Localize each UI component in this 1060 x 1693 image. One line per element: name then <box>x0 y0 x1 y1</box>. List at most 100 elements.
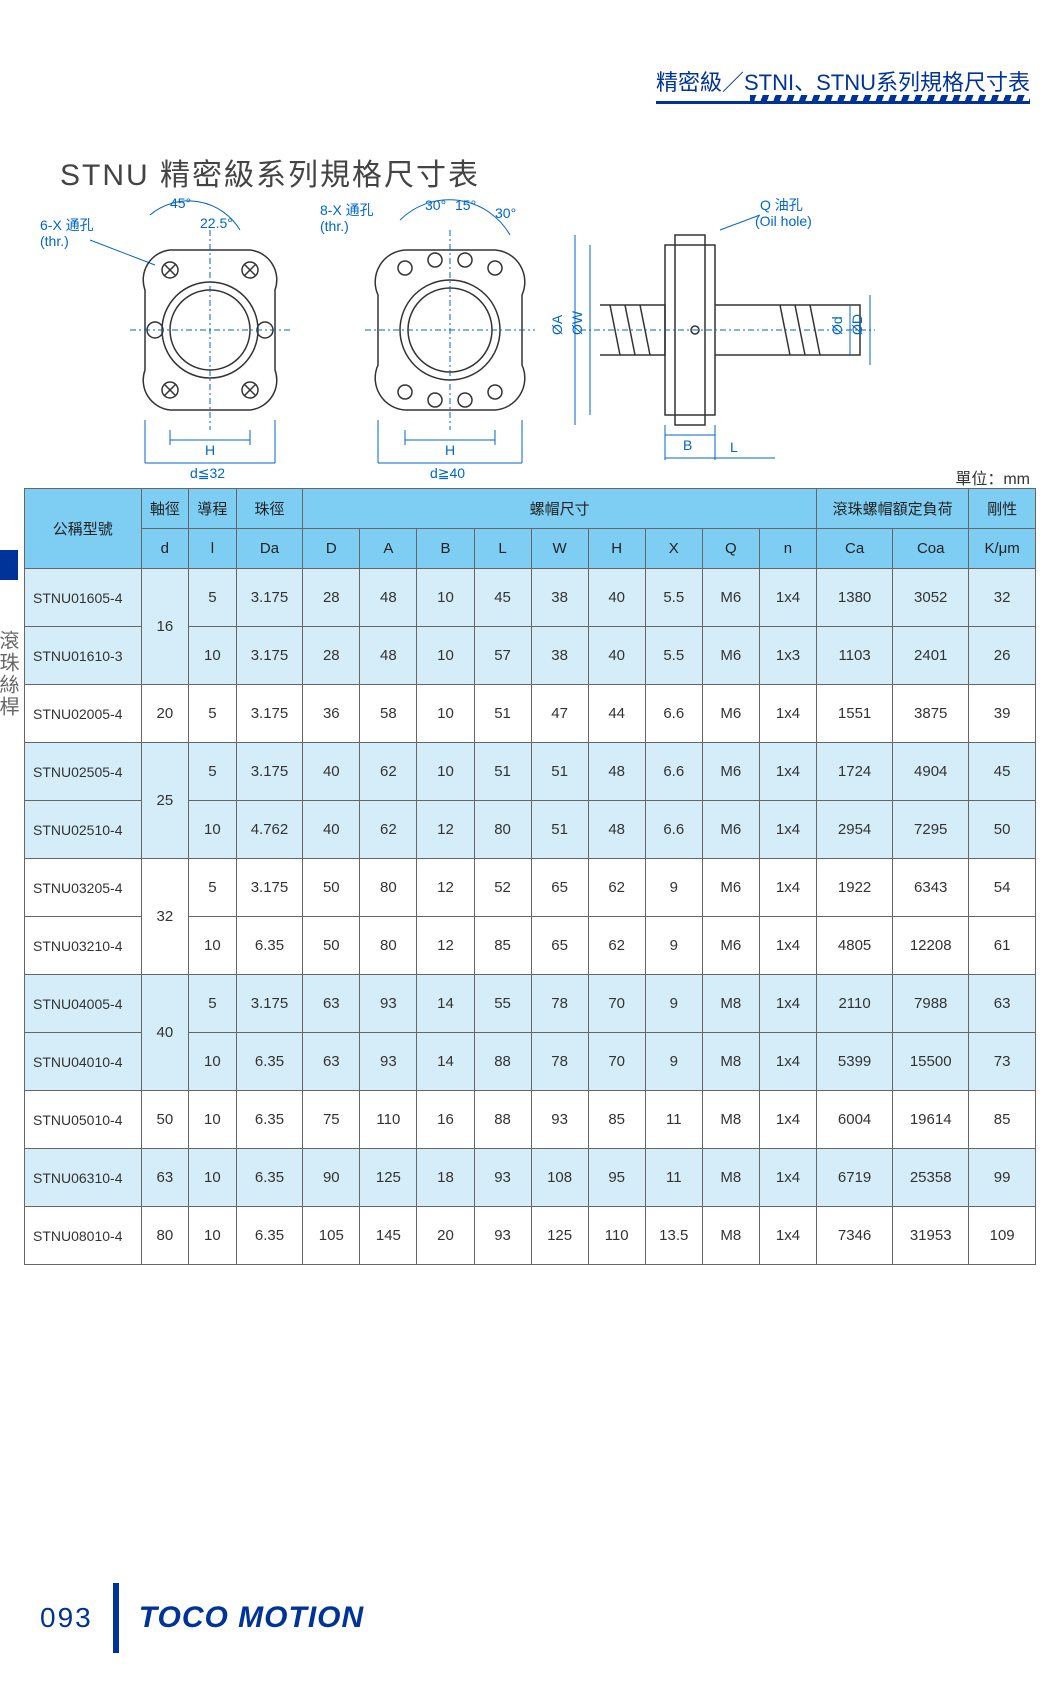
cell-A: 93 <box>360 1033 417 1091</box>
cell-n: 1x4 <box>759 1091 816 1149</box>
cell-D: 40 <box>303 801 360 859</box>
cell-Da: 6.35 <box>236 917 303 975</box>
cell-Ca: 2110 <box>817 975 893 1033</box>
cell-X: 5.5 <box>645 627 702 685</box>
cell-H: 48 <box>588 743 645 801</box>
cell-Da: 3.175 <box>236 975 303 1033</box>
table-row: STNU05010-450106.35751101688938511M81x46… <box>25 1091 1036 1149</box>
cell-n: 1x4 <box>759 917 816 975</box>
col-rated-load: 滾珠螺帽額定負荷 <box>817 489 969 529</box>
cell-X: 11 <box>645 1149 702 1207</box>
cell-Ca: 1551 <box>817 685 893 743</box>
cell-d: 50 <box>141 1091 189 1149</box>
thru-hole-label-1: 6-X 通孔 <box>40 217 94 233</box>
cell-Ca: 4805 <box>817 917 893 975</box>
cell-Da: 3.175 <box>236 569 303 627</box>
svg-text:30°: 30° <box>495 205 516 221</box>
cell-l: 10 <box>189 1091 237 1149</box>
cell-d: 20 <box>141 685 189 743</box>
cell-Da: 3.175 <box>236 627 303 685</box>
cell-W: 93 <box>531 1091 588 1149</box>
svg-text:d≦32: d≦32 <box>190 465 225 480</box>
page-number: 093 <box>40 1602 93 1634</box>
col-lead: 導程 <box>189 489 237 529</box>
cell-Q: M6 <box>702 743 759 801</box>
cell-A: 145 <box>360 1207 417 1265</box>
cell-model: STNU08010-4 <box>25 1207 142 1265</box>
cell-X: 5.5 <box>645 569 702 627</box>
cell-B: 14 <box>417 1033 474 1091</box>
cell-D: 28 <box>303 569 360 627</box>
cell-Da: 4.762 <box>236 801 303 859</box>
svg-text:B: B <box>683 437 692 453</box>
cell-Coa: 2401 <box>893 627 969 685</box>
cell-model: STNU03210-4 <box>25 917 142 975</box>
table-row: STNU08010-480106.35105145209312511013.5M… <box>25 1207 1036 1265</box>
cell-K: 54 <box>969 859 1036 917</box>
cell-Ca: 6719 <box>817 1149 893 1207</box>
cell-Q: M8 <box>702 975 759 1033</box>
technical-diagrams: 6-X 通孔 (thr.) 45° 22.5° H d≦32 8-X 通孔 <box>20 180 1040 480</box>
cell-d: 16 <box>141 569 189 685</box>
cell-B: 20 <box>417 1207 474 1265</box>
cell-K: 73 <box>969 1033 1036 1091</box>
table-row: STNU01605-41653.1752848104538405.5M61x41… <box>25 569 1036 627</box>
svg-text:22.5°: 22.5° <box>200 215 233 231</box>
cell-A: 62 <box>360 801 417 859</box>
cell-B: 18 <box>417 1149 474 1207</box>
cell-X: 6.6 <box>645 685 702 743</box>
cell-n: 1x4 <box>759 1149 816 1207</box>
svg-text:ØD: ØD <box>849 314 865 335</box>
cell-model: STNU02505-4 <box>25 743 142 801</box>
cell-l: 5 <box>189 743 237 801</box>
cell-Da: 6.35 <box>236 1091 303 1149</box>
cell-Q: M6 <box>702 801 759 859</box>
cell-L: 45 <box>474 569 531 627</box>
cell-n: 1x4 <box>759 801 816 859</box>
svg-text:(Oil hole): (Oil hole) <box>755 213 812 229</box>
cell-H: 62 <box>588 917 645 975</box>
cell-B: 16 <box>417 1091 474 1149</box>
svg-text:(thr.): (thr.) <box>40 233 69 249</box>
cell-W: 78 <box>531 975 588 1033</box>
cell-X: 11 <box>645 1091 702 1149</box>
cell-W: 125 <box>531 1207 588 1265</box>
cell-l: 5 <box>189 975 237 1033</box>
cell-Da: 3.175 <box>236 859 303 917</box>
unit-label: 單位：mm <box>955 465 1030 489</box>
cell-H: 95 <box>588 1149 645 1207</box>
cell-X: 6.6 <box>645 743 702 801</box>
svg-text:(thr.): (thr.) <box>320 218 349 234</box>
cell-X: 6.6 <box>645 801 702 859</box>
cell-Q: M8 <box>702 1033 759 1091</box>
cell-d: 40 <box>141 975 189 1091</box>
cell-W: 51 <box>531 743 588 801</box>
cell-model: STNU04010-4 <box>25 1033 142 1091</box>
cell-H: 110 <box>588 1207 645 1265</box>
cell-n: 1x4 <box>759 1033 816 1091</box>
svg-text:ØW: ØW <box>569 310 585 335</box>
cell-X: 9 <box>645 859 702 917</box>
cell-B: 10 <box>417 743 474 801</box>
cell-L: 88 <box>474 1033 531 1091</box>
svg-text:H: H <box>445 442 455 458</box>
cell-D: 28 <box>303 627 360 685</box>
svg-text:H: H <box>205 442 215 458</box>
cell-Ca: 1103 <box>817 627 893 685</box>
cell-H: 44 <box>588 685 645 743</box>
cell-K: 109 <box>969 1207 1036 1265</box>
cell-L: 85 <box>474 917 531 975</box>
cell-L: 52 <box>474 859 531 917</box>
cell-Ca: 1380 <box>817 569 893 627</box>
spec-table: 公稱型號 軸徑 導程 珠徑 螺帽尺寸 滾珠螺帽額定負荷 剛性 d l Da D … <box>24 488 1036 1265</box>
cell-n: 1x3 <box>759 627 816 685</box>
cell-Q: M6 <box>702 859 759 917</box>
cell-A: 80 <box>360 917 417 975</box>
cell-Ca: 7346 <box>817 1207 893 1265</box>
cell-K: 63 <box>969 975 1036 1033</box>
table-row: STNU02005-42053.1753658105147446.6M61x41… <box>25 685 1036 743</box>
cell-A: 62 <box>360 743 417 801</box>
cell-model: STNU05010-4 <box>25 1091 142 1149</box>
cell-X: 9 <box>645 917 702 975</box>
cell-A: 48 <box>360 569 417 627</box>
